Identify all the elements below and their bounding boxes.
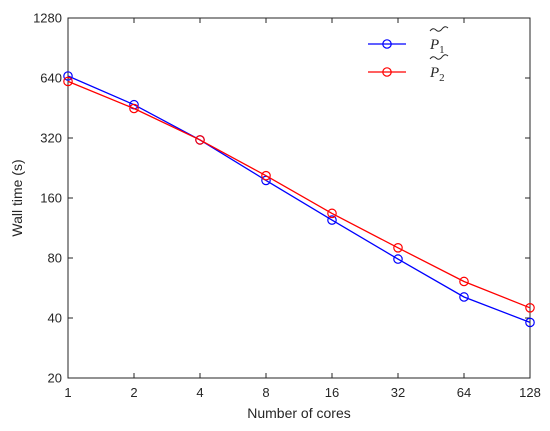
x-tick-label: 16	[325, 385, 339, 400]
series-2-point	[261, 170, 271, 181]
x-axis-label: Number of cores	[247, 405, 350, 421]
x-tick-label: 8	[262, 385, 269, 400]
series-1-point	[327, 215, 337, 225]
legend-tilde-icon	[429, 26, 449, 32]
y-tick-label: 320	[40, 131, 62, 146]
series-2-point	[129, 103, 139, 114]
series-2-point	[327, 208, 337, 219]
legend-item-1: P1	[368, 26, 449, 56]
y-tick-label: 160	[40, 191, 62, 206]
legend-label: P2	[429, 65, 445, 84]
series-1	[63, 71, 535, 328]
legend-label-subscript: 2	[439, 72, 445, 84]
x-tick-label: 4	[196, 385, 203, 400]
series-1-point	[63, 71, 73, 81]
y-axis: 20 40 80 160 320 640 1280	[33, 11, 530, 386]
series-2-line	[67, 80, 531, 309]
y-axis-label: Wall time (s)	[9, 159, 25, 236]
legend-label-base: P	[429, 65, 439, 81]
series-1-point	[459, 292, 469, 302]
series-2-point	[63, 76, 73, 87]
x-tick-label: 2	[130, 385, 137, 400]
x-axis: 1 2 4 8 16 32 64 128	[64, 18, 541, 400]
legend-item-2: P2	[368, 54, 449, 84]
y-tick-label: 640	[40, 71, 62, 86]
legend-marker	[382, 39, 392, 49]
y-tick-label: 20	[48, 371, 62, 386]
y-tick-label: 1280	[33, 11, 62, 26]
y-tick-label: 40	[48, 311, 62, 326]
legend-tilde-icon	[429, 54, 449, 60]
legend-marker	[382, 67, 392, 77]
series-2-point	[393, 243, 403, 253]
x-tick-label: 32	[391, 385, 405, 400]
series-1-point	[393, 254, 403, 264]
series-1-point	[525, 317, 535, 328]
y-tick-label: 80	[48, 251, 62, 266]
series-2-point	[195, 135, 205, 145]
legend-label: P1	[429, 37, 445, 56]
x-tick-label: 128	[519, 385, 541, 400]
series-2	[63, 76, 535, 313]
legend-label-base: P	[429, 37, 439, 53]
series-1-line	[67, 75, 531, 324]
series-2-point	[525, 303, 535, 313]
x-tick-label: 1	[64, 385, 71, 400]
series-layer	[63, 71, 535, 328]
series-2-point	[459, 276, 469, 287]
legend-label-subscript: 1	[439, 44, 445, 56]
plot-area	[67, 17, 531, 379]
x-tick-label: 64	[457, 385, 471, 400]
